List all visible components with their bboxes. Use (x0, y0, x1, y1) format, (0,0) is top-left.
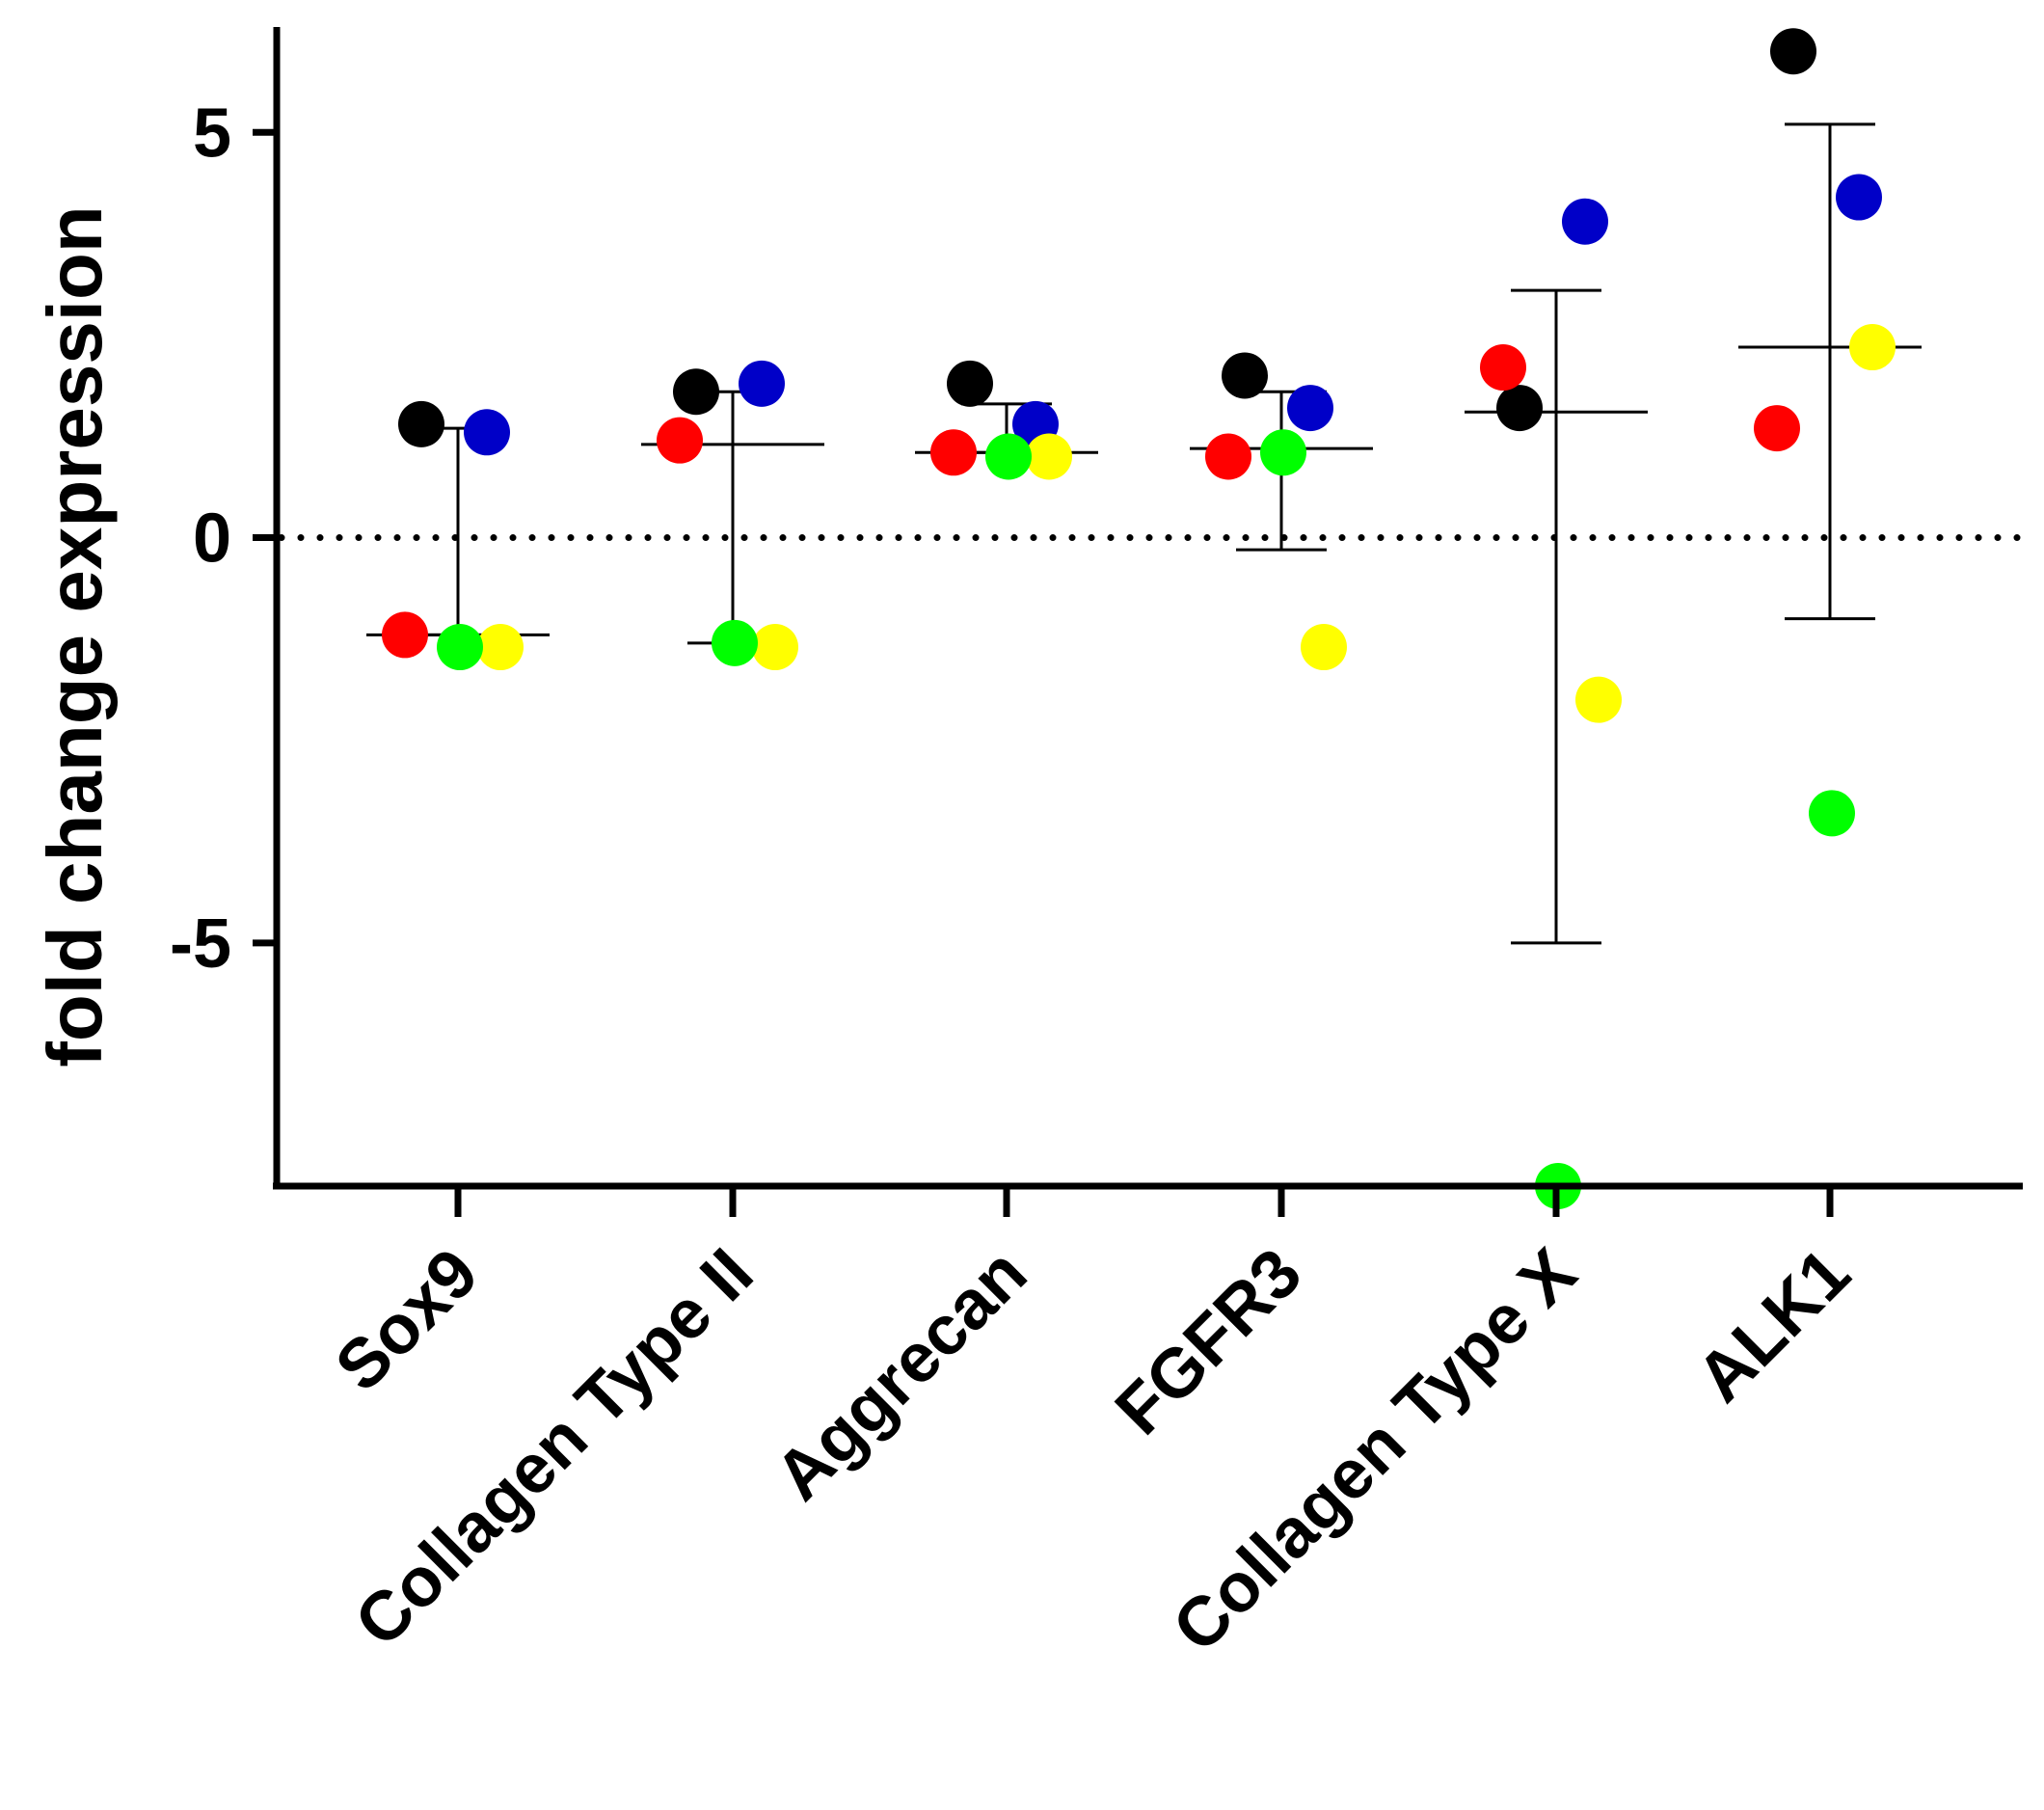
data-point-black (947, 360, 993, 407)
data-point-blue (464, 409, 510, 456)
data-point-yellow (477, 624, 524, 671)
data-point-black (673, 368, 719, 416)
y-tick-label: 0 (193, 500, 231, 578)
x-tick-label: Sox9 (321, 1234, 493, 1406)
data-point-red (1480, 344, 1526, 392)
x-tick-label: ALK1 (1682, 1234, 1866, 1418)
data-point-blue (1287, 385, 1333, 432)
data-point-layer (382, 28, 1896, 1209)
data-point-red (1754, 405, 1800, 452)
data-point-green (985, 433, 1032, 480)
data-point-red (1205, 433, 1251, 480)
y-tick-layer: 5 0 -5 (170, 95, 277, 983)
data-point-green (1809, 790, 1855, 837)
data-point-black (398, 400, 444, 447)
data-point-yellow (752, 624, 798, 671)
data-point-blue (1836, 174, 1882, 221)
data-point-green (712, 619, 758, 666)
data-point-red (657, 417, 703, 464)
data-point-yellow (1575, 676, 1622, 723)
data-point-green (437, 624, 483, 671)
data-point-yellow (1026, 433, 1072, 480)
data-point-red (930, 429, 977, 476)
data-point-black (1496, 385, 1543, 432)
error-bar-layer (366, 122, 1922, 945)
data-point-yellow (1301, 624, 1347, 671)
data-point-red (382, 611, 428, 659)
data-point-black (1222, 352, 1268, 399)
y-tick-label: 5 (193, 95, 231, 172)
axis-layer (273, 27, 2023, 1190)
data-point-yellow (1849, 324, 1896, 371)
x-tick-label: Aggrecan (761, 1234, 1041, 1515)
x-tick-label: FGFR3 (1101, 1234, 1316, 1449)
y-axis-title: fold change expression (32, 205, 118, 1067)
data-point-green (1260, 429, 1306, 476)
data-point-blue (1562, 198, 1608, 245)
data-point-black (1770, 28, 1816, 75)
data-point-blue (739, 360, 785, 407)
y-tick-label: -5 (170, 905, 231, 983)
